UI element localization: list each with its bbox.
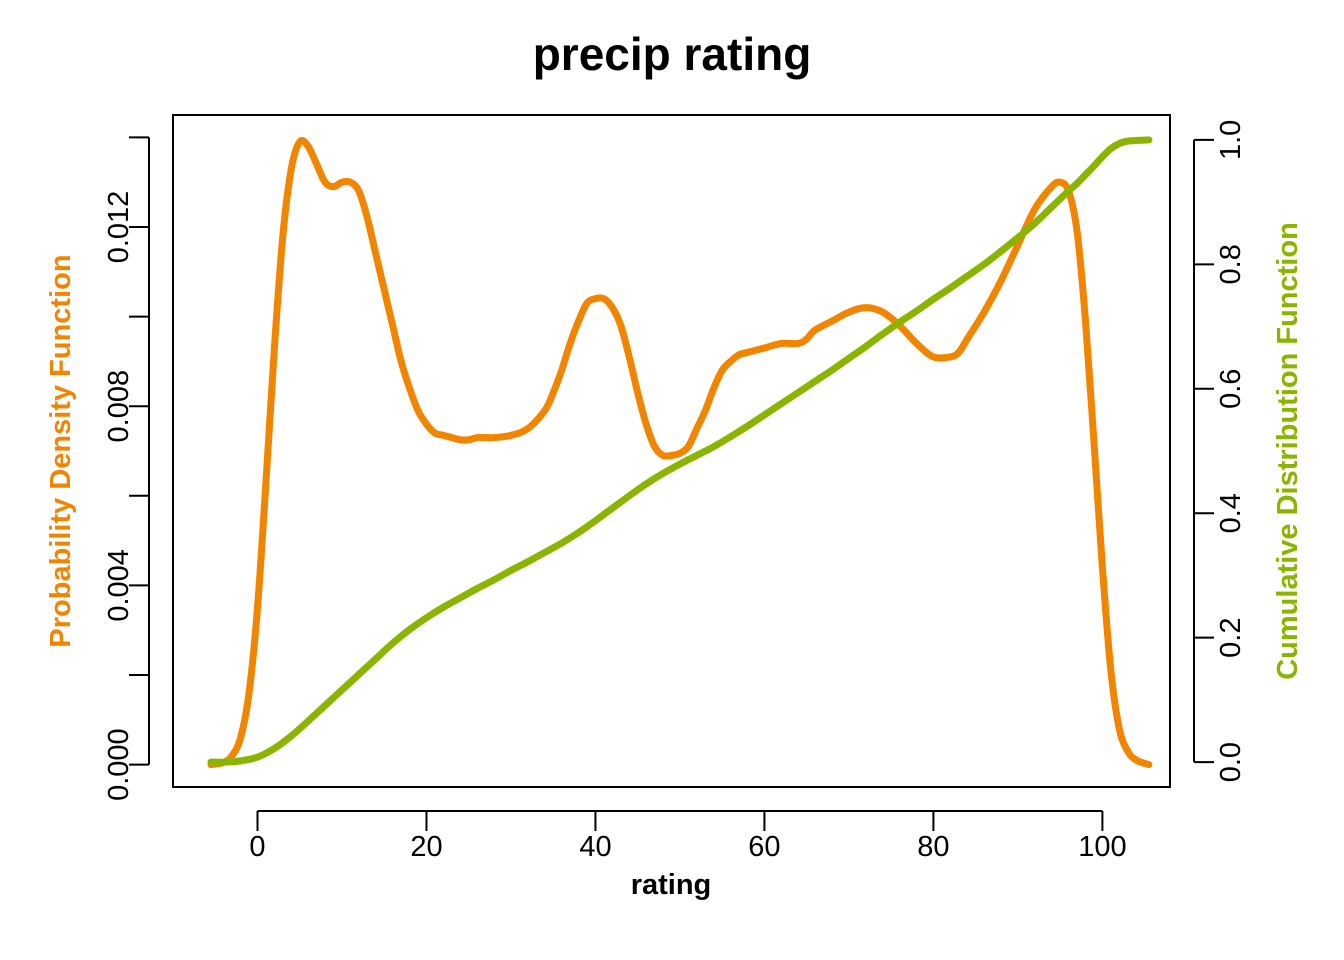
x-tick-label: 60 [748, 831, 780, 863]
y-left-tick-label: 0.012 [103, 191, 135, 264]
y-left-axis-label: Probability Density Function [45, 254, 77, 647]
series-layer [207, 136, 1153, 769]
x-tick-label: 0 [249, 831, 265, 863]
chart-title: precip rating [533, 28, 812, 80]
pdf-line [207, 137, 1153, 769]
y-right-tick-label: 0.6 [1215, 369, 1247, 409]
y-left-tick-label: 0.008 [103, 370, 135, 443]
y-left-axis: 0.000 0.004 0.008 0.012 [103, 136, 150, 801]
x-tick-label: 20 [410, 831, 442, 863]
y-left-tick-label: 0.004 [103, 549, 135, 622]
y-right-tick-label: 0.4 [1215, 493, 1247, 533]
y-right-tick-label: 0.2 [1215, 618, 1247, 658]
y-right-tick-label: 1.0 [1215, 120, 1247, 160]
y-right-tick-label: 0.8 [1215, 244, 1247, 284]
x-axis-label: rating [631, 869, 712, 901]
plot-area [172, 114, 1171, 788]
y-right-axis-label: Cumulative Distribution Function [1272, 222, 1304, 680]
x-tick-label: 40 [579, 831, 611, 863]
y-left-tick-label: 0.000 [103, 728, 135, 801]
x-axis: 0 20 40 60 80 100 [249, 810, 1127, 863]
y-right-tick-label: 0.0 [1215, 742, 1247, 782]
x-tick-label: 80 [917, 831, 949, 863]
y-right-axis: 0.0 0.2 0.4 0.6 0.8 1.0 [1193, 120, 1247, 782]
x-tick-label: 100 [1078, 831, 1126, 863]
cdf-line [207, 136, 1153, 766]
